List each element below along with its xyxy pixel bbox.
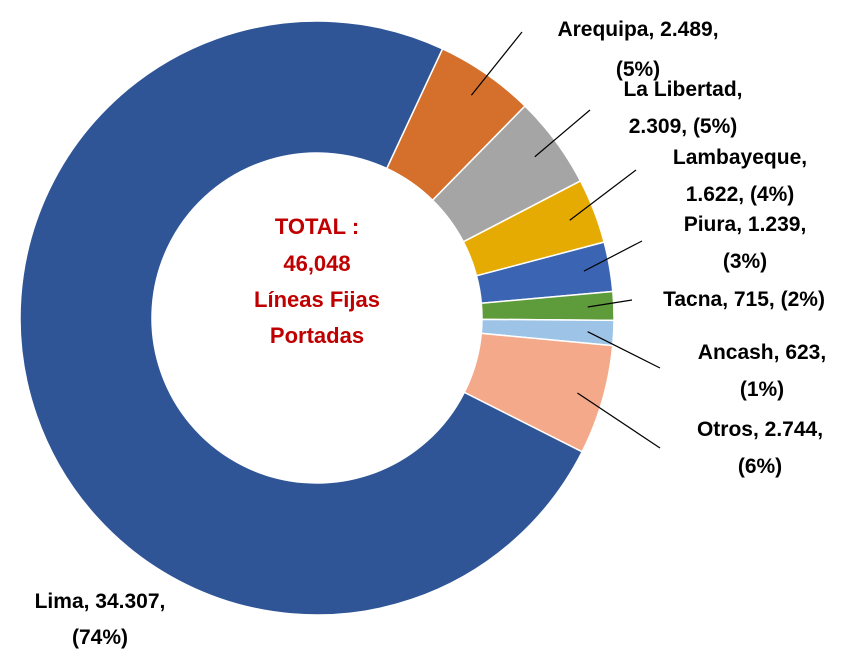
data-label: Arequipa, 2.489, (557, 18, 718, 41)
leader-line (583, 240, 643, 272)
label-value: 34.307 (95, 590, 159, 613)
label-category: Tacna (663, 288, 722, 311)
data-label: (74%) (72, 626, 128, 649)
label-percentage: (6%) (738, 455, 782, 478)
label-category: Otros (697, 418, 753, 441)
label-separator: , (800, 213, 806, 236)
label-category: Ancash (698, 341, 774, 364)
label-value: 2.309 (629, 115, 682, 138)
center-title: TOTAL : (275, 214, 359, 239)
label-separator: , (801, 146, 807, 169)
data-label: (1%) (740, 378, 784, 401)
label-percentage: (2%) (781, 288, 825, 311)
data-label: Ancash, 623, (698, 341, 826, 364)
leader-line (569, 169, 637, 221)
label-separator: , (84, 590, 96, 613)
leader-line (577, 392, 661, 449)
label-separator: , (817, 418, 823, 441)
label-value: 1.622 (686, 183, 739, 206)
leader-line (534, 109, 591, 158)
leader-line (587, 331, 661, 369)
label-separator: , (713, 18, 719, 41)
label-percentage: (3%) (723, 250, 767, 273)
label-value: 623 (785, 341, 820, 364)
label-separator: , (753, 418, 765, 441)
label-separator: , (738, 183, 750, 206)
data-label: (6%) (738, 455, 782, 478)
center-text: Portadas (270, 323, 364, 348)
data-label: Lambayeque, (673, 146, 807, 169)
label-separator: , (736, 213, 748, 236)
label-separator: , (769, 288, 781, 311)
label-value: 2.744 (765, 418, 818, 441)
data-label: Otros, 2.744, (697, 418, 823, 441)
data-label: Piura, 1.239, (684, 213, 807, 236)
center-text: Líneas Fijas (254, 287, 380, 312)
label-category: Arequipa (557, 18, 648, 41)
leader-line (587, 299, 633, 308)
label-percentage: (5%) (616, 58, 660, 81)
data-label: (3%) (723, 250, 767, 273)
label-percentage: (1%) (740, 378, 784, 401)
label-category: Lambayeque (673, 146, 801, 169)
label-separator: , (820, 341, 826, 364)
label-separator: , (774, 341, 786, 364)
label-percentage: (74%) (72, 626, 128, 649)
data-label: Tacna, 715, (2%) (663, 288, 825, 311)
label-separator: , (681, 115, 693, 138)
center-total: 46,048 (283, 251, 350, 276)
label-value: 715 (734, 288, 769, 311)
label-separator: , (160, 590, 166, 613)
data-label: (5%) (616, 58, 660, 81)
data-label: 1.622, (4%) (686, 183, 795, 206)
label-separator: , (722, 288, 734, 311)
donut-slice (19, 20, 584, 616)
label-separator: , (648, 18, 660, 41)
data-label: 2.309, (5%) (629, 115, 738, 138)
data-label: La Libertad, (623, 78, 742, 101)
label-category: Piura (684, 213, 737, 236)
label-separator: , (737, 78, 743, 101)
data-label: Lima, 34.307, (35, 590, 166, 613)
label-percentage: (5%) (693, 115, 737, 138)
label-value: 1.239 (748, 213, 801, 236)
label-category: Lima (35, 590, 84, 613)
label-category: La Libertad (623, 78, 736, 101)
label-percentage: (4%) (750, 183, 794, 206)
label-value: 2.489 (660, 18, 713, 41)
leader-line (470, 31, 523, 96)
donut (19, 20, 615, 616)
